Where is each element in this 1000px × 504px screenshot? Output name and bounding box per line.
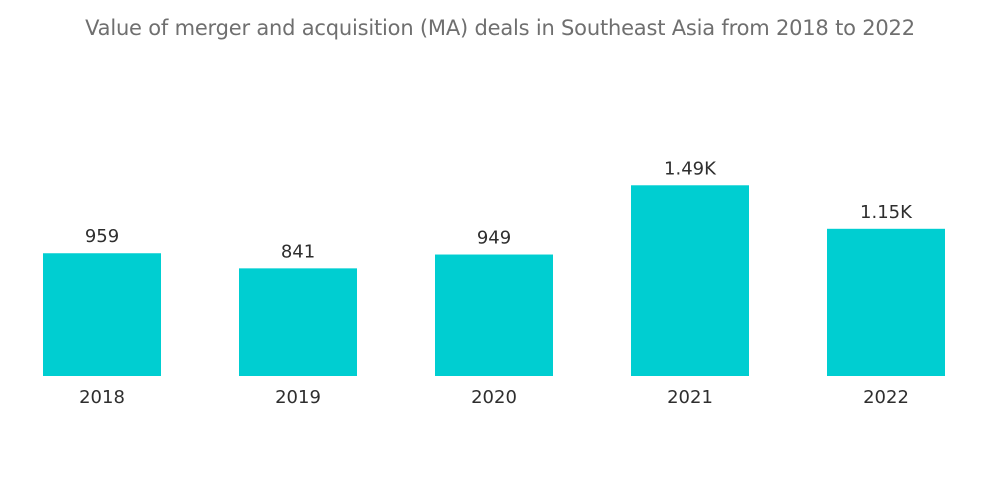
chart-title: Value of merger and acquisition (MA) dea… — [85, 16, 915, 40]
x-tick-2018: 2018 — [79, 387, 125, 408]
x-tick-2020: 2020 — [471, 387, 517, 408]
bar-2022 — [827, 228, 945, 376]
value-label-2020: 949 — [477, 228, 511, 249]
value-label-2018: 959 — [85, 226, 119, 247]
value-labels-group: 959 841 949 1.49K 1.15K — [85, 158, 913, 262]
bar-2019 — [239, 268, 357, 376]
x-axis-ticks-group: 2018 2019 2020 2021 2022 — [79, 387, 909, 408]
value-label-2021: 1.49K — [664, 158, 717, 179]
bars-group — [43, 185, 945, 376]
bar-2018 — [43, 253, 161, 376]
value-label-2019: 841 — [281, 241, 315, 262]
bar-2020 — [435, 254, 553, 376]
x-tick-2021: 2021 — [667, 387, 713, 408]
x-tick-2019: 2019 — [275, 387, 321, 408]
bar-2021 — [631, 185, 749, 376]
x-tick-2022: 2022 — [863, 387, 909, 408]
value-label-2022: 1.15K — [860, 202, 913, 223]
